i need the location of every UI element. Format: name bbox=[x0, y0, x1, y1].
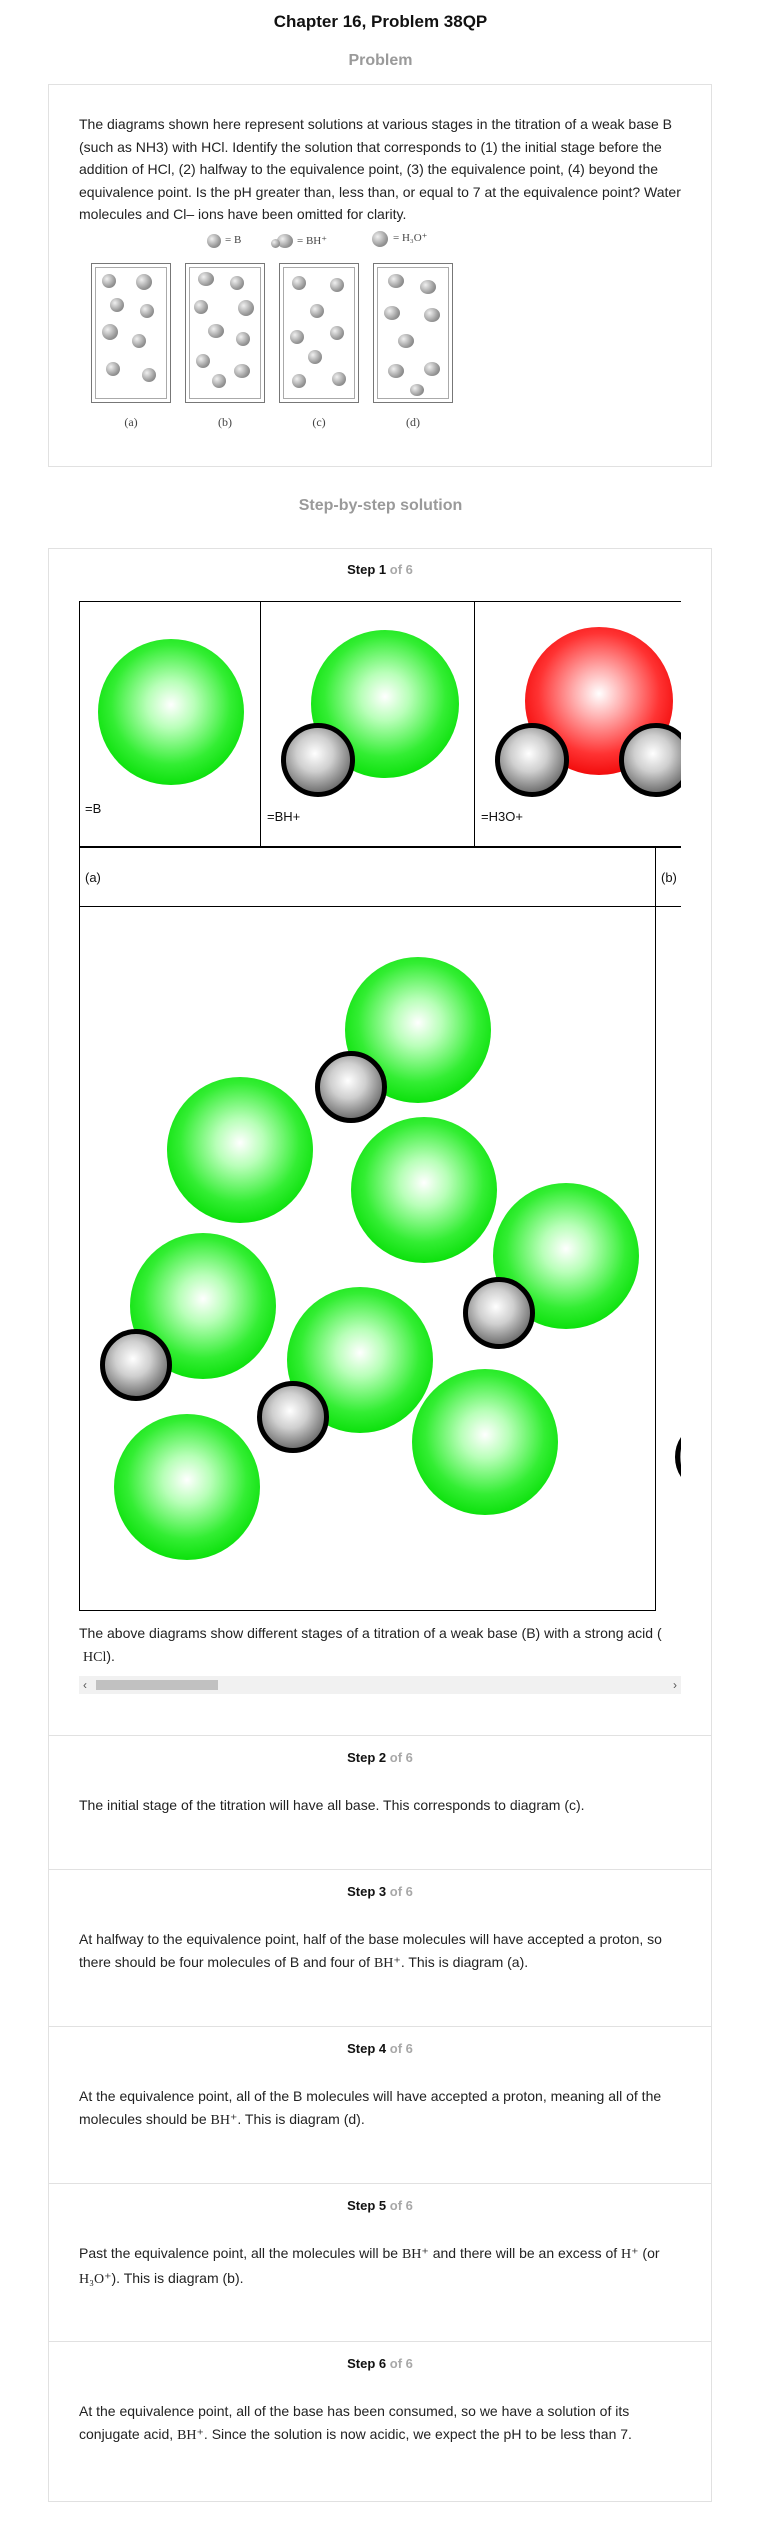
scroll-thumb[interactable] bbox=[96, 1680, 218, 1690]
panel-a-proton bbox=[100, 1329, 172, 1401]
beaker-label-a: (a) bbox=[124, 415, 138, 429]
legend-h3o-label: = H₃O⁺ bbox=[393, 232, 428, 244]
step-1-caption: The above diagrams show different stages… bbox=[79, 1625, 662, 1665]
page-title: Chapter 16, Problem 38QP bbox=[273, 12, 488, 31]
panel-b-proton-partial bbox=[675, 1421, 681, 1493]
beaker-d bbox=[373, 263, 453, 403]
legend-h3o-text: =H3O+ bbox=[481, 809, 523, 824]
panel-a-proton bbox=[315, 1051, 387, 1123]
beaker-label-b: (b) bbox=[218, 415, 232, 429]
legend-b-text: =B bbox=[85, 801, 102, 816]
step-5-title: Step 5 of 6 bbox=[347, 2198, 413, 2213]
step-2-card: Step 2 of 6 The initial stage of the tit… bbox=[48, 1736, 712, 1870]
panel-a-label: (a) bbox=[85, 870, 101, 885]
panel-a-proton bbox=[463, 1277, 535, 1349]
step-6-card: Step 6 of 6 At the equivalence point, al… bbox=[48, 2342, 712, 2502]
step-3-title: Step 3 of 6 bbox=[347, 1884, 413, 1899]
step-4-text: At the equivalence point, all of the B m… bbox=[79, 2088, 662, 2128]
step-3-card: Step 3 of 6 At halfway to the equivalenc… bbox=[48, 1870, 712, 2027]
legend-b-molecule bbox=[207, 234, 221, 248]
beaker-label-c: (c) bbox=[312, 415, 326, 429]
panel-a-molecule bbox=[351, 1117, 497, 1263]
panel-b-label: (b) bbox=[661, 870, 677, 885]
legend-b-green-ball bbox=[98, 639, 244, 785]
step-5-text: Past the equivalence point, all the mole… bbox=[79, 2245, 660, 2287]
step-1-horizontal-scrollbar[interactable]: ‹ › bbox=[79, 1676, 681, 1694]
legend-h3o-grey-ball-1 bbox=[495, 723, 569, 797]
panel-a-proton bbox=[257, 1381, 329, 1453]
legend-bh-grey-ball bbox=[281, 723, 355, 797]
legend-h3o-grey-ball-2 bbox=[619, 723, 681, 797]
problem-text: The diagrams shown here represent soluti… bbox=[79, 116, 681, 222]
step-6-text: At the equivalence point, all of the bas… bbox=[79, 2403, 632, 2443]
legend-bh-label: = BH⁺ bbox=[297, 235, 328, 247]
step-4-card: Step 4 of 6 At the equivalence point, al… bbox=[48, 2027, 712, 2184]
panel-a-molecule bbox=[412, 1369, 558, 1515]
step-3-text: At halfway to the equivalence point, hal… bbox=[79, 1931, 662, 1971]
step-2-title: Step 2 of 6 bbox=[347, 1750, 413, 1765]
solution-heading: Step-by-step solution bbox=[298, 497, 463, 514]
step-4-title: Step 4 of 6 bbox=[347, 2041, 413, 2056]
beaker-c bbox=[279, 263, 359, 403]
problem-heading: Problem bbox=[348, 52, 413, 69]
legend-bh-text: =BH+ bbox=[267, 809, 301, 824]
beaker-b bbox=[185, 263, 265, 403]
beaker-label-d: (d) bbox=[406, 415, 420, 429]
legend-b-label: = B bbox=[225, 234, 242, 246]
step-1-title: Step 1 of 6 bbox=[347, 562, 413, 577]
step-5-card: Step 5 of 6 Past the equivalence point, … bbox=[48, 2184, 712, 2342]
legend-h3o-molecule bbox=[372, 231, 388, 247]
scroll-right-arrow-icon[interactable]: › bbox=[673, 1678, 677, 1692]
problem-card: The diagrams shown here represent soluti… bbox=[48, 84, 712, 467]
beaker-a bbox=[91, 263, 171, 403]
step-1-diagram[interactable]: =B =BH+ =H3O+ (a) (b) bbox=[79, 601, 681, 1611]
panel-a-molecule bbox=[114, 1414, 260, 1560]
legend-bh-molecule bbox=[277, 234, 293, 248]
scroll-left-arrow-icon[interactable]: ‹ bbox=[83, 1678, 87, 1692]
step-2-text: The initial stage of the titration will … bbox=[79, 1797, 585, 1813]
panel-a-molecule bbox=[167, 1077, 313, 1223]
step-6-title: Step 6 of 6 bbox=[347, 2356, 413, 2371]
